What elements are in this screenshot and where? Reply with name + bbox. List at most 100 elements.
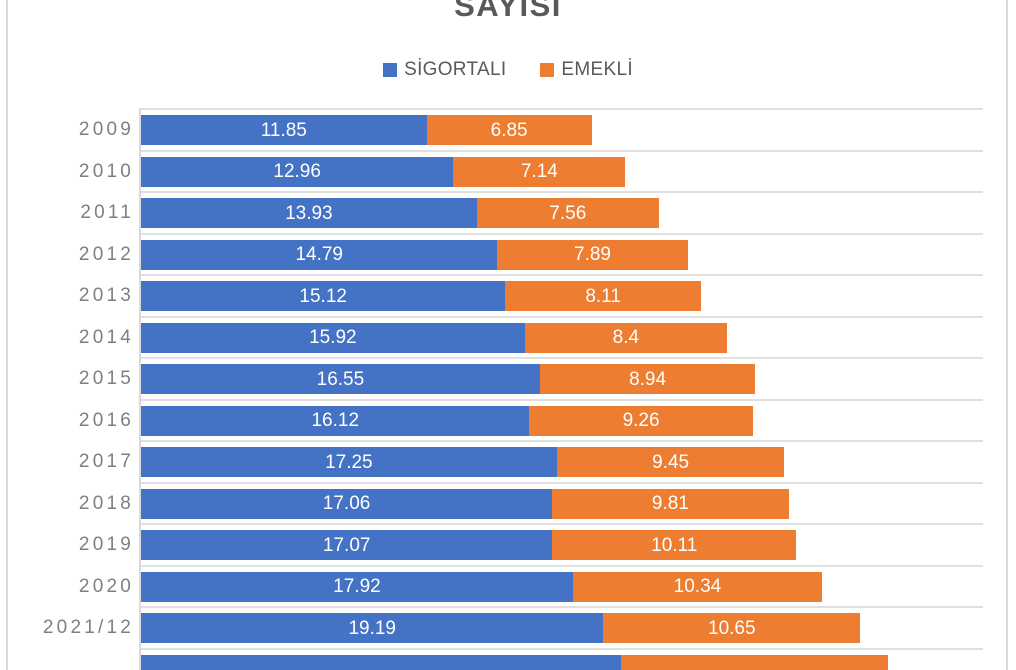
bar-segment-sigortali[interactable]: 17.07	[141, 530, 553, 560]
category-label-2014: 2014	[78, 326, 134, 348]
bar-row[interactable]: 13.93 7.56	[141, 198, 659, 228]
bar-row[interactable]: 14.79 7.89	[141, 239, 688, 270]
frame-border-left	[6, 0, 8, 670]
category-label-2015: 2015	[78, 368, 134, 389]
gridline	[141, 191, 983, 193]
bar-segment-sigortali[interactable]	[141, 654, 621, 670]
bar-data-label: 17.07	[322, 534, 371, 556]
gridline	[141, 647, 983, 650]
legend-label-emekli: EMEKLİ	[561, 59, 633, 80]
bar-segment-emekli[interactable]: 8.4	[524, 322, 728, 353]
legend-square-orange-icon	[540, 63, 555, 77]
bar-segment-sigortali[interactable]: 12.96	[141, 156, 454, 187]
bar-segment-emekli[interactable]: 7.14	[453, 156, 626, 187]
bar-data-label: 15.92	[309, 327, 357, 348]
bar-data-label: 16.55	[316, 368, 365, 390]
category-label-2012: 2012	[78, 243, 134, 265]
gridline	[141, 398, 983, 401]
bar-segment-sigortali[interactable]: 19.19	[141, 613, 604, 643]
bar-data-label: 7.56	[549, 202, 587, 224]
bar-segment-sigortali[interactable]: 16.55	[141, 364, 540, 394]
bar-data-label: 9.45	[652, 451, 690, 473]
bar-data-label: 10.65	[708, 617, 756, 639]
legend-square-blue-icon	[383, 63, 398, 77]
category-label-2020: 2020	[78, 575, 134, 597]
bar-segment-emekli[interactable]: 8.94	[539, 364, 756, 394]
bar-row[interactable]: 15.92 8.4	[141, 322, 728, 353]
bar-segment-sigortali[interactable]: 16.12	[141, 405, 530, 436]
category-label-2010: 2010	[78, 160, 134, 182]
bar-segment-emekli[interactable]: 9.45	[556, 447, 785, 477]
bar-data-label: 17.25	[325, 451, 373, 473]
gridline	[141, 440, 983, 442]
gridline	[141, 606, 983, 608]
category-label-2018: 2018	[78, 492, 134, 514]
gridline	[141, 108, 983, 110]
bar-data-label: 7.14	[520, 161, 558, 182]
gridline	[141, 357, 983, 359]
bar-data-label: 13.93	[285, 202, 333, 224]
bar-row[interactable]: 16.12 9.26	[141, 405, 753, 436]
category-axis-line	[139, 108, 141, 670]
category-label-2016: 2016	[78, 409, 134, 431]
bar-segment-emekli[interactable]: 10.65	[603, 613, 861, 643]
category-label-2017: 2017	[78, 451, 134, 472]
bar-segment-sigortali[interactable]: 15.92	[141, 322, 525, 353]
bar-data-label: 9.26	[622, 410, 660, 431]
bar-segment-emekli[interactable]: 9.81	[552, 488, 789, 519]
bar-row[interactable]: 11.85 6.85	[141, 115, 592, 145]
bar-data-label: 15.12	[299, 285, 347, 307]
bar-row[interactable]: 19.19 10.65	[141, 613, 861, 643]
bar-data-label: 9.81	[651, 493, 689, 514]
bar-segment-emekli[interactable]: 10.11	[552, 530, 797, 560]
bar-row[interactable]: 17.07 10.11	[141, 530, 797, 560]
bar-segment-emekli[interactable]: 10.34	[572, 571, 823, 602]
bar-data-label: 8.4	[612, 327, 640, 348]
bar-data-label: 17.92	[333, 576, 381, 597]
legend-label-sigortali: SİGORTALI	[404, 59, 507, 80]
bar-row[interactable]: 17.25 9.45	[141, 447, 785, 477]
bar-segment-sigortali[interactable]: 13.93	[141, 198, 477, 228]
bar-segment-emekli[interactable]: 7.89	[497, 239, 688, 270]
bar-segment-sigortali[interactable]: 14.79	[141, 239, 498, 270]
gridline	[141, 564, 983, 567]
category-label-2019: 2019	[78, 534, 134, 555]
bar-row[interactable]: 17.92 10.34	[141, 571, 823, 602]
bar-row[interactable]	[141, 654, 889, 670]
bar-segment-sigortali[interactable]: 17.25	[141, 447, 557, 477]
bar-data-label: 6.85	[490, 119, 528, 141]
chart-title: SAYISI	[454, 0, 562, 23]
gridline	[141, 523, 983, 525]
bar-segment-emekli[interactable]: 6.85	[426, 115, 592, 145]
bar-data-label: 7.89	[574, 244, 611, 265]
category-label-2011: 2011	[80, 202, 134, 223]
chart-legend: SİGORTALI EMEKLİ	[0, 59, 1016, 81]
bar-row[interactable]: 17.06 9.81	[141, 488, 789, 519]
legend-item-emekli[interactable]: EMEKLİ	[540, 59, 633, 81]
bar-segment-emekli[interactable]	[620, 654, 889, 670]
bar-segment-sigortali[interactable]: 15.12	[141, 281, 506, 311]
bar-data-label: 8.94	[629, 368, 667, 390]
gridline	[141, 149, 983, 152]
bar-data-label: 11.85	[260, 119, 307, 141]
bar-data-label: 17.06	[322, 493, 371, 514]
bar-row[interactable]: 15.12 8.11	[141, 281, 701, 311]
bar-data-label: 14.79	[295, 244, 343, 265]
bar-segment-emekli[interactable]: 8.11	[505, 281, 701, 311]
bar-segment-emekli[interactable]: 9.26	[529, 405, 753, 436]
bar-row[interactable]: 16.55 8.94	[141, 364, 756, 394]
category-label-2013: 2013	[78, 285, 134, 306]
bar-segment-sigortali[interactable]: 17.92	[141, 571, 573, 602]
gridline	[141, 274, 983, 276]
bar-segment-sigortali[interactable]: 11.85	[141, 115, 427, 145]
category-axis-labels: 2009 2010 2011 2012 2013 2014 2015 2016 2017 2018…	[0, 108, 134, 670]
gridline	[141, 232, 983, 235]
category-label-2009: 2009	[78, 119, 134, 140]
bar-segment-emekli[interactable]: 7.56	[476, 198, 659, 228]
category-label-2021-12: 2021/12	[42, 617, 134, 638]
bar-row[interactable]: 12.96 7.14	[141, 156, 626, 187]
bar-segment-sigortali[interactable]: 17.06	[141, 488, 553, 519]
frame-border-right	[1006, 0, 1008, 670]
gridline	[141, 481, 983, 484]
legend-item-sigortali[interactable]: SİGORTALI	[383, 59, 506, 81]
